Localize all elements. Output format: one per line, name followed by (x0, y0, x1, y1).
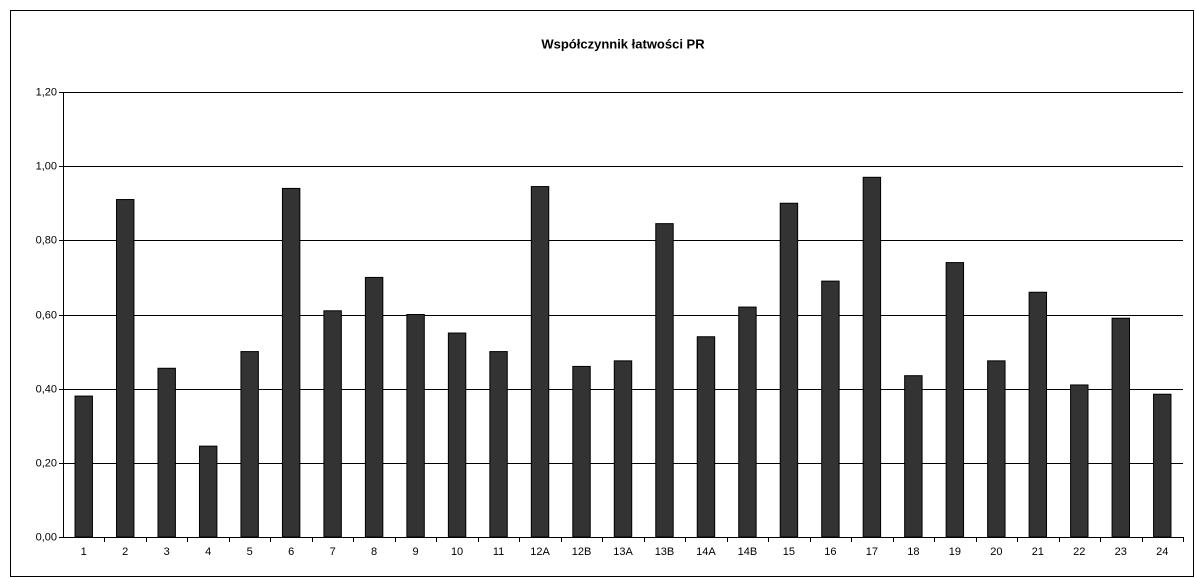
x-tick-label: 6 (288, 546, 294, 558)
x-tick-label: 19 (949, 546, 961, 558)
x-tick-label: 16 (824, 546, 836, 558)
bar (1153, 393, 1172, 538)
bar (198, 445, 218, 538)
x-tick-label: 3 (164, 546, 170, 558)
x-tick-label: 1 (81, 546, 87, 558)
bar (240, 351, 259, 538)
x-tick-label: 18 (907, 546, 919, 558)
bar (987, 360, 1006, 538)
x-tick-label: 14A (696, 546, 716, 558)
bar (447, 332, 467, 538)
chart-title: Współczynnik łatwości PR (541, 36, 705, 51)
bar (281, 187, 301, 538)
y-tick-label: 0,40 (36, 383, 57, 395)
bar (157, 367, 176, 538)
x-tick-label: 9 (413, 546, 419, 558)
x-tick-label: 8 (371, 546, 377, 558)
y-tick-label: 0,20 (36, 457, 57, 469)
bar (904, 375, 923, 538)
x-tick-label: 21 (1032, 546, 1044, 558)
bar (821, 280, 840, 538)
bar (406, 314, 425, 538)
x-tick-label: 5 (247, 546, 253, 558)
y-tick-label: 1,00 (36, 160, 57, 172)
bar (862, 176, 882, 538)
bar (696, 336, 716, 538)
bar (364, 276, 384, 538)
y-tick-label: 1,20 (36, 86, 57, 98)
x-tick-label: 2 (122, 546, 128, 558)
bar (613, 360, 633, 538)
bar (489, 351, 508, 538)
bar (323, 310, 342, 538)
bar (572, 365, 591, 538)
y-tick-label: 0,00 (36, 531, 57, 543)
bar (530, 186, 550, 538)
y-tick-label: 0,80 (36, 234, 57, 246)
bar (655, 223, 674, 538)
x-tick-label: 15 (783, 546, 795, 558)
bar (116, 199, 135, 538)
x-tick-label: 4 (205, 546, 211, 558)
x-tick-label: 12B (572, 546, 592, 558)
x-tick-label: 7 (330, 546, 336, 558)
bar (738, 306, 757, 538)
bar (1028, 291, 1048, 538)
x-tick-label: 12A (530, 546, 550, 558)
chart-frame (10, 10, 1194, 577)
x-tick-label: 17 (866, 546, 878, 558)
x-tick-label: 13B (655, 546, 675, 558)
bar (1070, 384, 1089, 538)
x-tick-label: 20 (990, 546, 1002, 558)
x-tick-label: 11 (493, 546, 504, 558)
x-tick-label: 13A (613, 546, 633, 558)
bar (74, 395, 93, 538)
y-tick-label: 0,60 (36, 309, 57, 321)
x-tick-label: 22 (1073, 546, 1085, 558)
bar (945, 262, 965, 538)
x-tick-label: 14B (738, 546, 758, 558)
bar (779, 202, 799, 538)
bar (1111, 317, 1130, 538)
x-tick-label: 23 (1115, 546, 1127, 558)
x-tick-label: 24 (1156, 546, 1168, 558)
x-tick-label: 10 (451, 546, 463, 558)
